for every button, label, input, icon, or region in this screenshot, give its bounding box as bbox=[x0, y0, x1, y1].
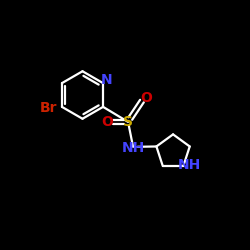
Text: NH: NH bbox=[178, 158, 201, 172]
Text: N: N bbox=[100, 73, 112, 87]
Text: S: S bbox=[123, 115, 133, 129]
Text: NH: NH bbox=[122, 141, 145, 155]
Text: O: O bbox=[102, 115, 114, 129]
Text: Br: Br bbox=[40, 101, 57, 115]
Text: O: O bbox=[140, 91, 152, 105]
